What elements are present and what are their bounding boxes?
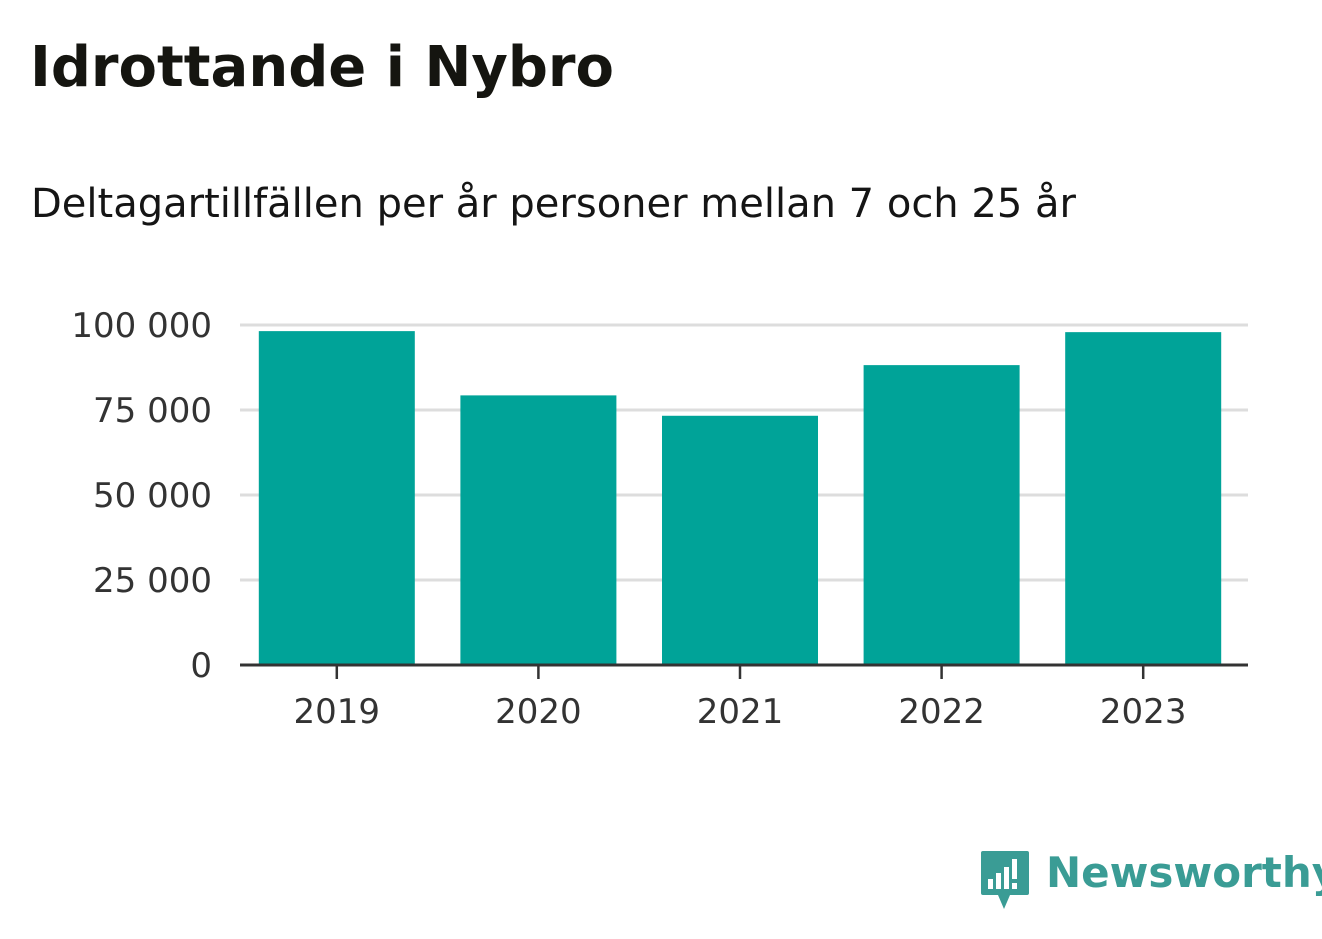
newsworthy-brand: Newsworthy (980, 846, 1322, 912)
x-tick-label: 2023 (1100, 692, 1187, 732)
x-axis (240, 663, 1248, 679)
bar-2021 (662, 415, 818, 665)
bar-2020 (460, 395, 617, 665)
x-tick-label: 2021 (697, 692, 784, 732)
newsworthy-logo-icon (981, 851, 1029, 909)
y-axis-labels: 0 25 000 50 000 75 000 100 000 (71, 306, 212, 686)
x-tick-label: 2020 (495, 692, 582, 732)
y-tick-label: 25 000 (93, 561, 212, 601)
bars (258, 331, 1222, 665)
x-axis-labels: 2019 2020 2021 2022 2023 (294, 692, 1187, 732)
bar-2022 (863, 365, 1020, 665)
chart-subtitle: Deltagartillfällen per år personer mella… (31, 181, 1076, 227)
chart-title: Idrottande i Nybro (30, 35, 615, 100)
x-tick-label: 2019 (294, 692, 381, 732)
y-tick-label: 0 (190, 646, 212, 686)
brand-name: Newsworthy (1046, 848, 1322, 897)
y-tick-label: 50 000 (93, 476, 212, 516)
y-tick-label: 100 000 (71, 306, 212, 346)
x-tick-label: 2022 (898, 692, 985, 732)
bar-2023 (1065, 332, 1222, 665)
bar-2019 (258, 331, 415, 665)
y-tick-label: 75 000 (93, 391, 212, 431)
